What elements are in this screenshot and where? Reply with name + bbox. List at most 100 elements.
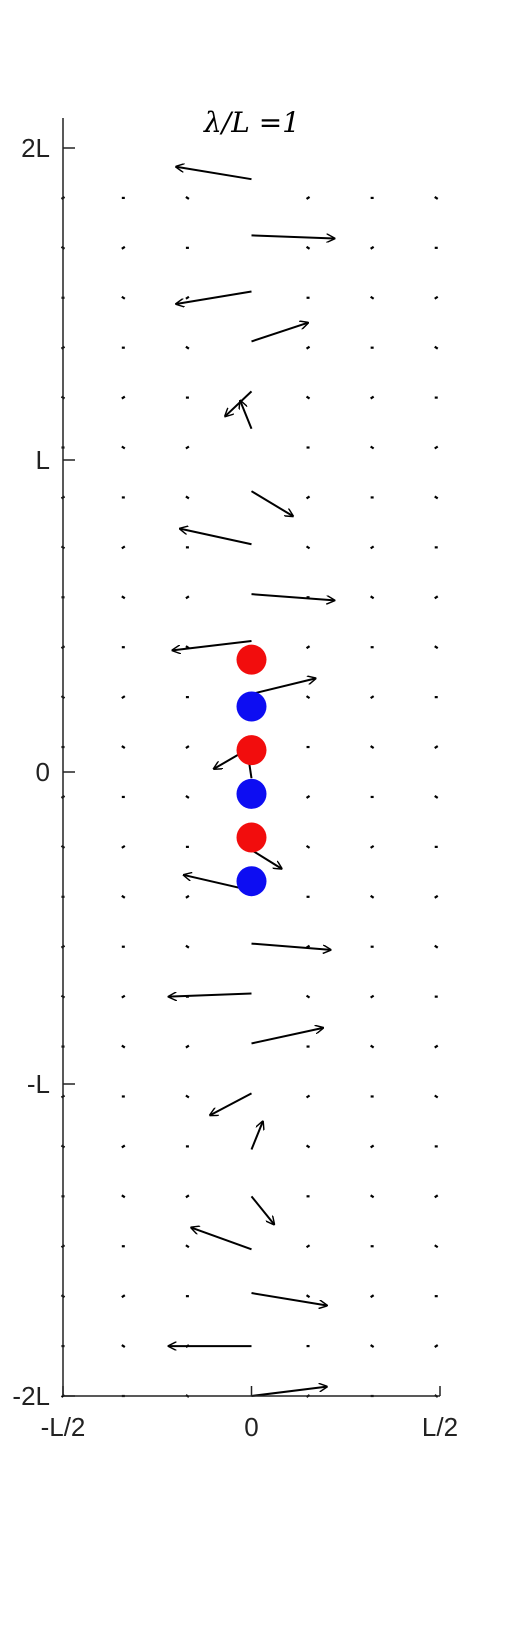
field-dot — [434, 345, 439, 350]
y-ticks: -2L -L 0 L 2L — [12, 133, 75, 1411]
field-dot — [434, 295, 439, 300]
field-dot — [370, 395, 375, 400]
field-dot — [370, 844, 375, 849]
field-dot — [121, 1344, 126, 1348]
field-dot — [185, 595, 190, 600]
field-arrow — [250, 490, 293, 516]
y-tick-label: -L — [27, 1069, 50, 1099]
blue-particle — [236, 778, 267, 809]
field-arrow — [172, 639, 252, 650]
field-dot — [305, 695, 311, 700]
field-dot — [370, 745, 375, 749]
field-dot — [185, 1194, 190, 1199]
field-arrow — [251, 593, 335, 600]
field-dot — [434, 1344, 439, 1348]
y-tick-label: -2L — [12, 1381, 50, 1411]
field-dot — [370, 1194, 375, 1199]
field-arrow — [176, 167, 252, 181]
x-tick-label: -L/2 — [41, 1412, 86, 1442]
field-dot — [434, 1244, 439, 1249]
field-arrow — [250, 849, 282, 869]
field-dot — [305, 1094, 311, 1099]
field-dot — [434, 645, 439, 650]
field-arrow — [210, 1092, 252, 1115]
field-dot — [305, 395, 311, 400]
field-dot — [434, 944, 439, 949]
field-dot — [305, 844, 311, 849]
field-dot — [305, 545, 311, 550]
field-arrow — [251, 1292, 327, 1305]
field-dot — [121, 1294, 126, 1299]
field-dot — [185, 495, 190, 500]
field-dot — [434, 745, 439, 749]
field-arrow — [240, 401, 253, 430]
field-arrow — [251, 942, 331, 950]
charged-particles — [236, 644, 267, 897]
field-dot — [121, 295, 126, 300]
x-tick-label: L/2 — [422, 1412, 458, 1442]
field-dot — [434, 1194, 439, 1199]
field-dot — [370, 994, 375, 999]
field-dot — [121, 994, 126, 999]
field-dot — [121, 894, 126, 899]
field-dot — [305, 345, 311, 350]
field-arrow — [191, 1228, 252, 1251]
field-dot — [370, 545, 375, 550]
field-dot — [434, 1094, 439, 1099]
field-dot — [185, 295, 190, 300]
field-dot — [121, 595, 126, 600]
field-dot — [370, 295, 375, 300]
field-dot — [121, 445, 126, 450]
field-dot — [121, 1194, 126, 1199]
chart-title: λ/L =1 — [203, 106, 300, 139]
field-dot — [121, 745, 126, 749]
field-dot — [121, 245, 126, 250]
vector-field-arrows — [169, 167, 335, 1397]
field-dot — [121, 1044, 126, 1049]
field-dot — [305, 495, 311, 500]
field-dot — [370, 1294, 375, 1299]
field-dot — [370, 695, 375, 700]
field-arrow — [169, 994, 252, 997]
field-dot — [185, 445, 190, 450]
field-dot — [185, 345, 190, 350]
blue-particle — [236, 866, 267, 897]
field-dot — [305, 245, 311, 250]
field-dot — [434, 595, 439, 600]
field-dot — [185, 745, 190, 749]
field-dot — [434, 445, 439, 450]
field-dot — [370, 245, 375, 250]
field-dot — [185, 944, 190, 949]
field-dot — [121, 545, 126, 550]
field-dot — [185, 1244, 190, 1249]
field-arrow — [180, 529, 252, 546]
field-arrow — [251, 1387, 327, 1397]
field-arrow — [251, 678, 316, 695]
field-dot — [185, 1094, 190, 1099]
field-dot — [185, 1044, 190, 1049]
field-dot — [370, 1044, 375, 1049]
y-tick-label: 0 — [36, 757, 50, 787]
field-dot — [185, 795, 190, 799]
field-dot — [370, 1344, 375, 1348]
x-ticks: -L/2 0 L/2 — [41, 1386, 458, 1442]
field-dot — [121, 844, 126, 849]
y-tick-label: L — [36, 445, 50, 475]
field-dot — [434, 495, 439, 500]
field-dot — [305, 196, 311, 200]
field-arrow — [251, 323, 309, 343]
field-dot — [185, 196, 190, 200]
x-tick-label: 0 — [244, 1412, 258, 1442]
red-particle — [236, 822, 267, 853]
field-dot — [305, 1244, 311, 1249]
field-arrow — [250, 1195, 275, 1224]
field-dot — [434, 894, 439, 899]
field-dot — [305, 1294, 311, 1299]
field-dot — [434, 196, 439, 200]
field-arrow — [225, 390, 253, 416]
field-dot — [305, 795, 311, 799]
field-dot — [121, 1144, 126, 1149]
field-dot — [434, 1044, 439, 1049]
field-dot — [370, 894, 375, 899]
